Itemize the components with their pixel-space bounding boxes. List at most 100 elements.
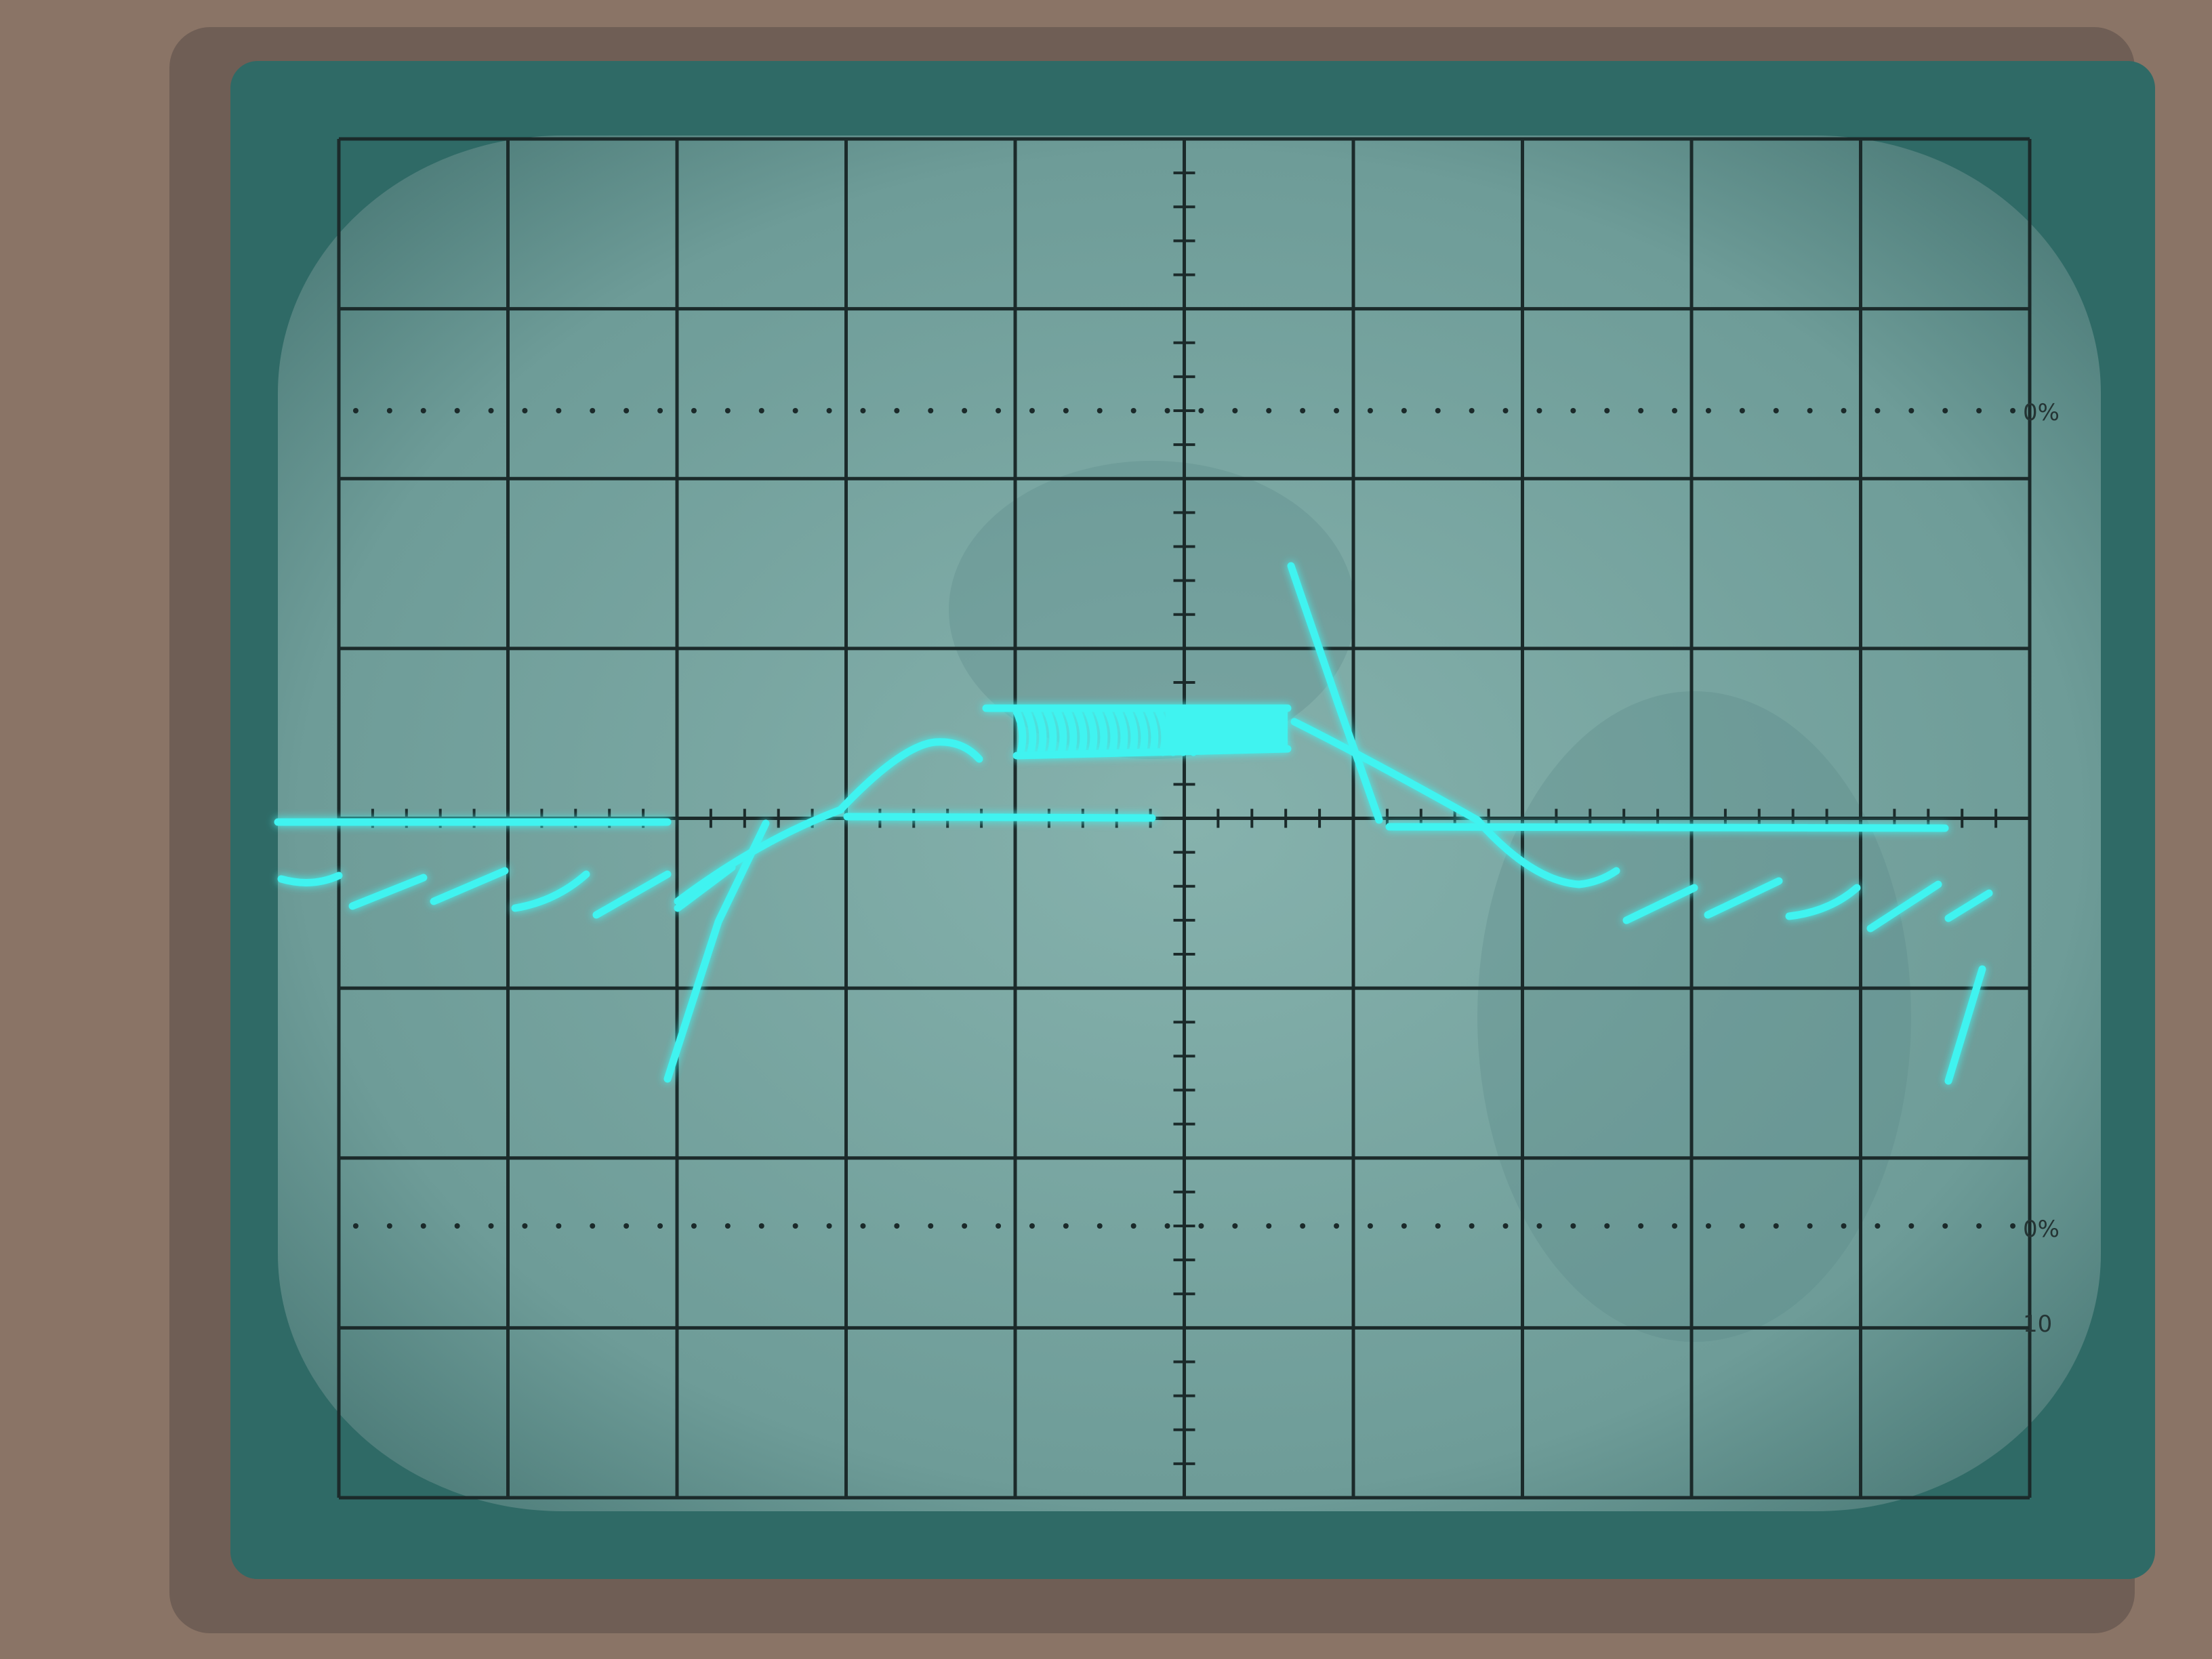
graticule-dot	[1198, 1223, 1204, 1229]
graticule-dot	[792, 1223, 798, 1229]
trace-ramp-segment	[277, 872, 343, 886]
graticule-dot	[1908, 1223, 1914, 1229]
trace-right-fall	[1944, 965, 1986, 1085]
graticule-label: 0%	[2023, 399, 2060, 426]
graticule-dot	[488, 408, 494, 413]
graticule-dot	[1063, 408, 1069, 413]
graticule-dot	[1672, 408, 1678, 413]
graticule-dot	[2010, 1223, 2016, 1229]
graticule-dot	[1435, 1223, 1441, 1229]
graticule-dot	[522, 1223, 528, 1229]
graticule-dot	[1536, 408, 1542, 413]
trace-ramp-segment	[592, 870, 672, 919]
graticule-dot	[758, 1223, 764, 1229]
graticule-dot	[1807, 1223, 1813, 1229]
graticule-dot	[1942, 408, 1948, 413]
graticule-dot	[691, 408, 697, 413]
screen-stain	[1477, 691, 1911, 1342]
graticule-dot	[590, 408, 596, 413]
graticule-dot	[1063, 1223, 1069, 1229]
graticule-dot	[1401, 1223, 1407, 1229]
graticule-dot	[386, 1223, 392, 1229]
graticule-dot	[352, 1223, 359, 1229]
graticule-dot	[1908, 408, 1914, 413]
trace-burst-loop	[1053, 708, 1067, 756]
graticule-dot	[1198, 408, 1204, 413]
graticule-dot	[860, 408, 866, 413]
graticule-dot	[724, 408, 731, 413]
graticule-label: 10	[2023, 1311, 2052, 1338]
graticule-dot	[1807, 408, 1813, 413]
trace-baseline-right	[1385, 823, 1949, 832]
graticule-dot	[758, 408, 764, 413]
graticule-dot	[1841, 408, 1847, 413]
graticule-dot	[1367, 408, 1373, 413]
graticule-dot	[1130, 408, 1136, 413]
trace-ramp-segment	[1944, 889, 1993, 922]
waveform-trace	[274, 562, 1993, 1085]
graticule-dot	[556, 408, 562, 413]
graticule-dot	[1469, 1223, 1475, 1229]
trace-ramp-segment	[511, 870, 590, 912]
trace-spike	[1287, 562, 1383, 824]
graticule-dot	[1739, 1223, 1745, 1229]
graticule-dot	[1300, 408, 1306, 413]
graticule-dot	[420, 408, 426, 413]
graticule-dot	[1739, 408, 1745, 413]
graticule-dot	[1097, 1223, 1103, 1229]
graticule-dot	[454, 1223, 460, 1229]
graticule-dot	[1469, 408, 1475, 413]
graticule-dot	[1604, 408, 1610, 413]
graticule-dot	[1097, 408, 1103, 413]
graticule-dot	[1334, 1223, 1340, 1229]
graticule-dot	[928, 1223, 934, 1229]
graticule-dot	[1672, 1223, 1678, 1229]
trace-burst-loop	[1033, 708, 1047, 756]
graticule-dot	[522, 408, 528, 413]
graticule-dot	[691, 1223, 697, 1229]
graticule-dot	[1266, 1223, 1272, 1229]
trace-burst-loop	[1023, 708, 1037, 756]
graticule-dot	[894, 408, 900, 413]
graticule-dot	[792, 408, 798, 413]
graticule-dot	[1976, 1223, 1982, 1229]
trace-rising-curve	[674, 738, 983, 905]
graticule-dot	[352, 408, 359, 413]
trace-ramp-segment	[430, 867, 509, 905]
graticule-dot	[623, 408, 630, 413]
screen-stain	[949, 461, 1355, 759]
graticule-dot	[488, 1223, 494, 1229]
graticule-dot	[623, 1223, 630, 1229]
graticule-dot	[1367, 1223, 1373, 1229]
trace-burst-loop	[1043, 708, 1057, 756]
graticule-dot	[1638, 408, 1644, 413]
graticule-dot	[454, 408, 460, 413]
trace-burst-core	[1166, 708, 1288, 752]
graticule-dot	[1638, 1223, 1644, 1229]
graticule-dot	[894, 1223, 900, 1229]
graticule-dot	[1570, 408, 1576, 413]
graticule-dot	[1164, 1223, 1170, 1229]
graticule-dot	[1232, 1223, 1238, 1229]
trace-burst-loop	[1114, 708, 1128, 756]
trace-burst-loop	[1063, 708, 1078, 756]
graticule-dot	[1604, 1223, 1610, 1229]
trace-burst-loop	[1073, 708, 1088, 756]
graticule-dot	[1266, 408, 1272, 413]
graticule-dot	[2010, 408, 2016, 413]
graticule-dot	[1401, 408, 1407, 413]
graticule-dot	[1875, 408, 1881, 413]
graticule-dot	[1502, 1223, 1509, 1229]
trace-burst-loop	[1124, 708, 1139, 756]
graticule-dot	[962, 1223, 968, 1229]
graticule-dot	[420, 1223, 426, 1229]
graticule-dot	[590, 1223, 596, 1229]
graticule-dot	[1875, 1223, 1881, 1229]
trace-burst-loop	[1104, 708, 1118, 756]
trace-ramp-segment	[1704, 877, 1783, 919]
graticule-dot	[1536, 1223, 1542, 1229]
graticule-dot	[1232, 408, 1238, 413]
graticule-dot	[1773, 408, 1779, 413]
